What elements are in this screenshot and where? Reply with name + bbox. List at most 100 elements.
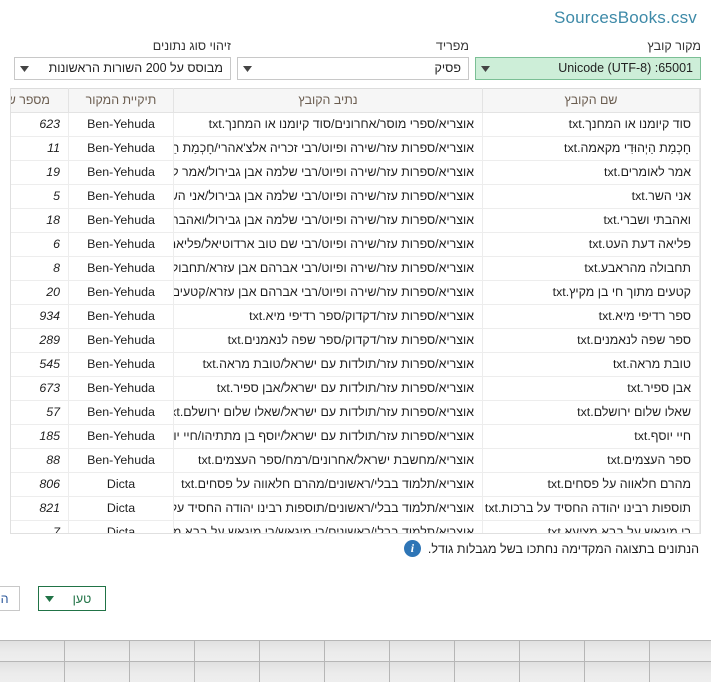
- import-options-bar: מקור קובץ 65001: Unicode (UTF-8) מפריד פ…: [0, 38, 711, 84]
- cell-source-folder: Ben-Yehuda: [68, 400, 174, 425]
- cell-row-count: 934: [11, 304, 69, 329]
- cell-row-count: 19: [11, 160, 69, 185]
- chevron-down-icon: [476, 58, 495, 79]
- column-header-row-count[interactable]: מספר שורות: [11, 88, 69, 113]
- worksheet-row[interactable]: [0, 640, 711, 661]
- table-row: חיי יוסף.txt אוצריא/ספרות עזר/תולדות עם י…: [11, 424, 700, 449]
- worksheet-gridline: [519, 640, 520, 682]
- cell-row-count: 8: [11, 256, 69, 281]
- data-type-detection-control: זיהוי סוג נתונים מבוסס על 200 השורות הרא…: [0, 38, 231, 80]
- cell-file-path: אוצריא/ספרות עזר/דקדוק/ספר שפה לנאמנים.t…: [173, 328, 483, 353]
- cell-file-path: אוצריא/תלמוד בבלי/ראשונים/תוספות רבינו י…: [173, 496, 483, 521]
- cell-file-path: אוצריא/ספרות עזר/שירה ופיוט/רבי שלמה אבן…: [173, 184, 483, 209]
- cell-file-path: אוצריא/ספרות עזר/שירה ופיוט/רבי שם טוב א…: [173, 232, 483, 257]
- table-header-row: שם הקובץ נתיב הקובץ תיקיית המקור מספר שו…: [11, 88, 700, 113]
- column-header-source-folder[interactable]: תיקיית המקור: [68, 88, 174, 113]
- cell-source-folder: Dicta: [68, 520, 174, 533]
- cell-file-name: אני השר.txt: [482, 184, 700, 209]
- table-row: קטעים מתוך חי בן מקיץ.txt אוצריא/ספרות עז…: [11, 280, 700, 305]
- cell-source-folder: Dicta: [68, 472, 174, 497]
- preview-table: שם הקובץ נתיב הקובץ תיקיית המקור מספר שו…: [11, 88, 700, 533]
- cell-source-folder: Ben-Yehuda: [68, 304, 174, 329]
- worksheet-gridline: [129, 640, 130, 682]
- cell-file-name: תוספות רבינו יהודה החסיד על ברכות.txt: [482, 496, 700, 521]
- cell-source-folder: Ben-Yehuda: [68, 352, 174, 377]
- transform-data-button[interactable]: המר: [0, 586, 20, 611]
- worksheet-row[interactable]: [0, 661, 711, 682]
- cell-file-path: אוצריא/ספרות עזר/שירה ופיוט/רבי אברהם אב…: [173, 280, 483, 305]
- table-row: ספר שפה לנאמנים.txt אוצריא/ספרות עזר/דקדו…: [11, 328, 700, 353]
- cell-row-count: 545: [11, 352, 69, 377]
- cell-row-count: 5: [11, 184, 69, 209]
- dialog-footer: טען המר: [0, 586, 200, 616]
- preview-table-container[interactable]: שם הקובץ נתיב הקובץ תיקיית המקור מספר שו…: [10, 88, 701, 534]
- cell-file-name: ספר שפה לנאמנים.txt: [482, 328, 700, 353]
- cell-file-name: סוד קיומנו או המחנך.txt: [482, 112, 700, 137]
- cell-row-count: 6: [11, 232, 69, 257]
- file-origin-control: מקור קובץ 65001: Unicode (UTF-8): [475, 38, 701, 80]
- cell-file-path: אוצריא/ספרות עזר/דקדוק/ספר רדיפי מיא.txt: [173, 304, 483, 329]
- load-button[interactable]: טען: [58, 586, 106, 611]
- table-row: טובת מראה.txt אוצריא/ספרות עזר/תולדות עם …: [11, 352, 700, 377]
- chevron-down-icon: [15, 58, 34, 79]
- file-origin-dropdown[interactable]: 65001: Unicode (UTF-8): [475, 57, 701, 80]
- cell-file-path: אוצריא/ספרות עזר/שירה ופיוט/רבי שלמה אבן…: [173, 208, 483, 233]
- table-row: תחבולה מהראבע.txt אוצריא/ספרות עזר/שירה ו…: [11, 256, 700, 281]
- cell-row-count: 806: [11, 472, 69, 497]
- cell-source-folder: Ben-Yehuda: [68, 208, 174, 233]
- cell-source-folder: Ben-Yehuda: [68, 376, 174, 401]
- table-row: מהרם חלאווה על פסחים.txt אוצריא/תלמוד בבל…: [11, 472, 700, 497]
- worksheet-grid[interactable]: [0, 640, 711, 682]
- dialog-title: SourcesBooks.csv: [553, 8, 697, 27]
- worksheet-gridline: [649, 640, 650, 682]
- data-type-detection-value: מבוסס על 200 השורות הראשונות: [48, 61, 223, 75]
- cell-row-count: 57: [11, 400, 69, 425]
- column-header-file-name[interactable]: שם הקובץ: [482, 88, 700, 113]
- cell-source-folder: Ben-Yehuda: [68, 328, 174, 353]
- delimiter-dropdown[interactable]: פסיק: [237, 57, 469, 80]
- truncation-note-text: הנתונים בתצוגה המקדימה נחתכו בשל מגבלות …: [427, 541, 699, 556]
- cell-file-name: אמר לאומרים.txt: [482, 160, 700, 185]
- truncation-note: i הנתונים בתצוגה המקדימה נחתכו בשל מגבלו…: [403, 540, 699, 557]
- cell-row-count: 18: [11, 208, 69, 233]
- cell-file-path: אוצריא/תלמוד בבלי/ראשונים/רי מיגאש/רי מי…: [173, 520, 483, 533]
- cell-source-folder: Ben-Yehuda: [68, 280, 174, 305]
- table-row: אני השר.txt אוצריא/ספרות עזר/שירה ופיוט/ר…: [11, 184, 700, 209]
- table-row: חָכְמַת הַיְהוּדִי מקאמה.txt אוצריא/ספרות…: [11, 136, 700, 161]
- cell-file-name: חיי יוסף.txt: [482, 424, 700, 449]
- cell-row-count: 821: [11, 496, 69, 521]
- cell-source-folder: Ben-Yehuda: [68, 112, 174, 137]
- cell-row-count: 7: [11, 520, 69, 533]
- column-header-file-path[interactable]: נתיב הקובץ: [173, 88, 483, 113]
- cell-file-name: מהרם חלאווה על פסחים.txt: [482, 472, 700, 497]
- table-row: אמר לאומרים.txt אוצריא/ספרות עזר/שירה ופי…: [11, 160, 700, 185]
- cell-row-count: 289: [11, 328, 69, 353]
- cell-file-name: ואהבתי ושברי.txt: [482, 208, 700, 233]
- cell-file-name: שאלו שלום ירושלם.txt: [482, 400, 700, 425]
- table-row: אבן ספיר.txt אוצריא/ספרות עזר/תולדות עם י…: [11, 376, 700, 401]
- cell-source-folder: Ben-Yehuda: [68, 256, 174, 281]
- table-row: שאלו שלום ירושלם.txt אוצריא/ספרות עזר/תול…: [11, 400, 700, 425]
- cell-source-folder: Ben-Yehuda: [68, 160, 174, 185]
- delimiter-label: מפריד: [435, 39, 469, 53]
- cell-source-folder: Ben-Yehuda: [68, 232, 174, 257]
- delimiter-control: מפריד פסיק: [237, 38, 469, 80]
- worksheet-gridline: [324, 640, 325, 682]
- cell-file-path: אוצריא/ספרות עזר/תולדות עם ישראל/טובת מר…: [173, 352, 483, 377]
- worksheet-gridline: [454, 640, 455, 682]
- cell-file-path: אוצריא/ספרות עזר/תולדות עם ישראל/אבן ספי…: [173, 376, 483, 401]
- cell-source-folder: Ben-Yehuda: [68, 184, 174, 209]
- cell-source-folder: Dicta: [68, 496, 174, 521]
- cell-row-count: 673: [11, 376, 69, 401]
- cell-file-path: אוצריא/מחשבת ישראל/אחרונים/רמח/ספר העצמי…: [173, 448, 483, 473]
- file-origin-value: 65001: Unicode (UTF-8): [558, 61, 693, 75]
- cell-row-count: 20: [11, 280, 69, 305]
- cell-file-name: פליאה דעת העט.txt: [482, 232, 700, 257]
- cell-file-path: אוצריא/ספרות עזר/תולדות עם ישראל/שאלו של…: [173, 400, 483, 425]
- cell-row-count: 623: [11, 112, 69, 137]
- cell-file-name: רי מיגאש על בבא מציעא.txt: [482, 520, 700, 533]
- cell-file-name: קטעים מתוך חי בן מקיץ.txt: [482, 280, 700, 305]
- worksheet-gridline: [389, 640, 390, 682]
- data-type-detection-dropdown[interactable]: מבוסס על 200 השורות הראשונות: [14, 57, 231, 80]
- load-options-dropdown-button[interactable]: [38, 586, 59, 611]
